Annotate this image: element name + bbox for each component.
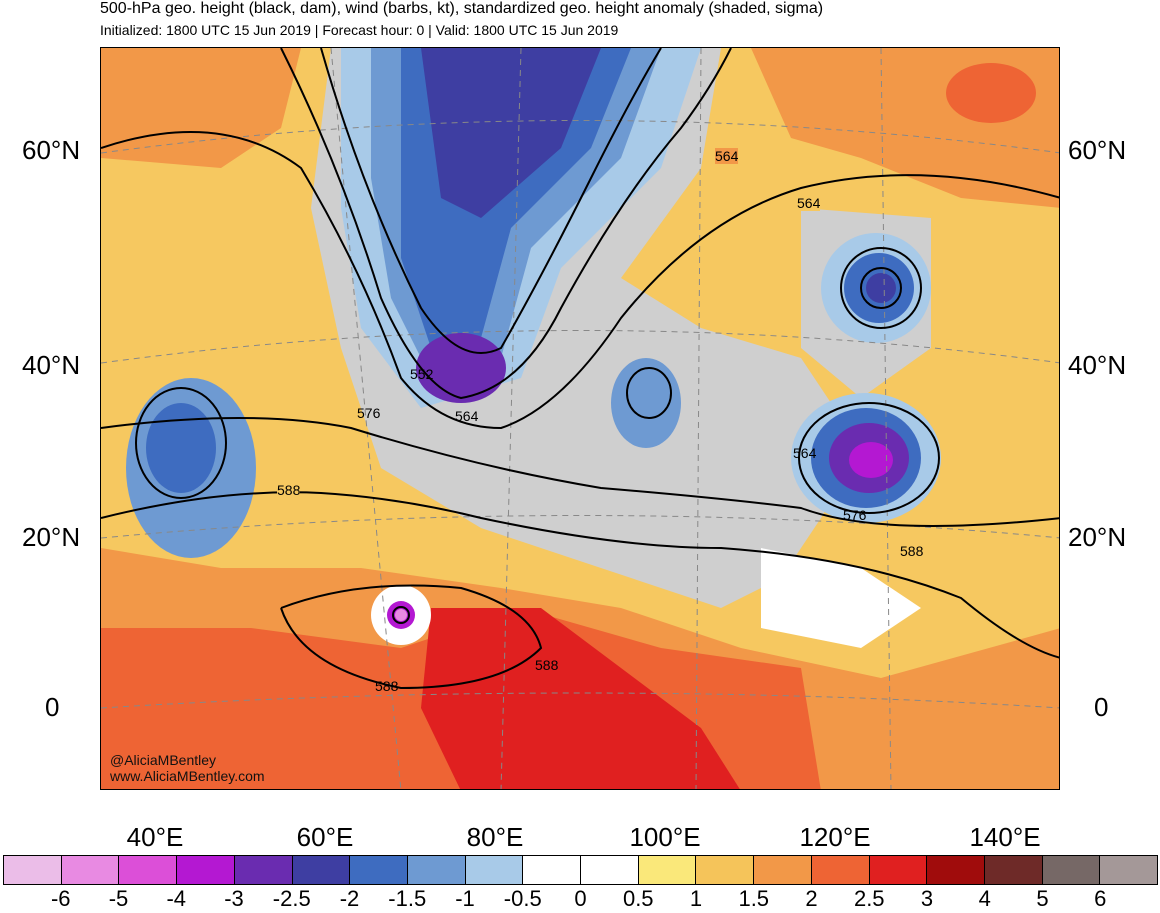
anomaly-east-max bbox=[946, 63, 1036, 123]
colorbar-segment bbox=[696, 856, 755, 884]
lon-label-100e: 100°E bbox=[629, 822, 701, 852]
colorbar-segment bbox=[350, 856, 408, 884]
map-title: 500-hPa geo. height (black, dam), wind (… bbox=[100, 0, 824, 17]
anomaly-tibet-low bbox=[611, 358, 681, 448]
contour-label: 576 bbox=[843, 507, 867, 523]
anomaly-east-low-center bbox=[866, 273, 896, 303]
colorbar-segment bbox=[1042, 856, 1101, 884]
contour-label: 588 bbox=[277, 482, 301, 498]
colorbar-tick-label: -2 bbox=[339, 886, 360, 911]
colorbar-tick-label: 1 bbox=[689, 886, 703, 911]
graticule bbox=[101, 48, 1059, 789]
colorbar-tick-label: -1 bbox=[455, 886, 475, 911]
lat-label-20n-right: 20°N bbox=[1068, 522, 1127, 552]
anomaly-bay-strong bbox=[421, 608, 740, 789]
colorbar-segment bbox=[119, 856, 178, 884]
colorbar-tick-label: -2.5 bbox=[272, 886, 311, 911]
map-canvas bbox=[101, 48, 1059, 789]
colorbar-segment bbox=[811, 856, 870, 884]
colorbar-tick-label: -1.5 bbox=[388, 886, 427, 911]
map-subtitle: Initialized: 1800 UTC 15 Jun 2019 | Fore… bbox=[100, 22, 619, 38]
colorbar-tick-label: 5 bbox=[1036, 886, 1049, 911]
lat-label-40n-right: 40°N bbox=[1068, 350, 1127, 380]
colorbar-segment bbox=[61, 856, 120, 884]
anomaly-cyclone-eye bbox=[395, 609, 407, 621]
colorbar-segment bbox=[869, 856, 928, 884]
anomaly-trough-deep bbox=[421, 48, 601, 218]
lat-label-60n-right: 60°N bbox=[1068, 135, 1127, 165]
colorbar-segment bbox=[407, 856, 466, 884]
colorbar-segment bbox=[523, 856, 582, 884]
colorbar-tick-label: 3 bbox=[920, 886, 934, 911]
colorbar-tick-label: 2.5 bbox=[853, 886, 885, 911]
colorbar-segment bbox=[292, 856, 351, 884]
height-contours bbox=[101, 48, 1059, 690]
lon-label-140e: 140°E bbox=[969, 822, 1041, 852]
colorbar-tick-label: -0.5 bbox=[503, 886, 542, 911]
contour-label: 576 bbox=[357, 405, 381, 421]
lon-label-60e: 60°E bbox=[296, 822, 354, 852]
contour-label: 588 bbox=[535, 657, 559, 673]
colorbar-segment bbox=[638, 856, 697, 884]
anomaly-arabia-core bbox=[146, 403, 216, 493]
colorbar-segment bbox=[984, 856, 1043, 884]
anomaly-near-zero bbox=[761, 548, 921, 648]
lon-label-80e: 80°E bbox=[466, 822, 524, 852]
colorbar-segment bbox=[177, 856, 235, 884]
contour-label: 588 bbox=[375, 678, 399, 694]
lat-label-40n-left: 40°N bbox=[22, 350, 81, 380]
colorbar-tick-label: -4 bbox=[166, 886, 187, 911]
colorbar-tick-label: -3 bbox=[224, 886, 244, 911]
colorbar-tick-label: -6 bbox=[50, 886, 71, 911]
colorbar-tick-label: 0.5 bbox=[622, 886, 654, 911]
contour-label: 588 bbox=[900, 543, 924, 559]
lon-label-120e: 120°E bbox=[799, 822, 871, 852]
contour-label: 564 bbox=[797, 195, 821, 211]
colorbar bbox=[3, 855, 1158, 885]
map-panel bbox=[100, 47, 1060, 790]
colorbar-segment bbox=[4, 856, 62, 884]
colorbar-tick-label: 0 bbox=[574, 886, 587, 911]
colorbar-segment bbox=[581, 856, 639, 884]
colorbar-segment bbox=[234, 856, 293, 884]
contour-label: 564 bbox=[455, 408, 479, 424]
colorbar-segment bbox=[927, 856, 985, 884]
contour-label: 564 bbox=[715, 148, 739, 164]
credit-handle: @AliciaMBentley bbox=[110, 752, 217, 768]
lat-label-60n-left: 60°N bbox=[22, 135, 81, 165]
colorbar-segment bbox=[754, 856, 812, 884]
colorbar-tick-label: -5 bbox=[108, 886, 129, 911]
contour-label: 564 bbox=[793, 445, 817, 461]
colorbar-segment bbox=[465, 856, 524, 884]
credit-site: www.AliciaMBentley.com bbox=[110, 768, 265, 784]
lat-label-0-left: 0 bbox=[45, 692, 60, 722]
lat-label-20n-left: 20°N bbox=[22, 522, 81, 552]
lon-label-40e: 40°E bbox=[126, 822, 184, 852]
anomaly-south-low-center bbox=[849, 442, 893, 478]
lat-label-0-right: 0 bbox=[1094, 692, 1109, 722]
colorbar-segment bbox=[1100, 856, 1158, 884]
colorbar-tick-label: 4 bbox=[978, 886, 991, 911]
colorbar-tick-label: 1.5 bbox=[738, 886, 770, 911]
colorbar-tick-label: 2 bbox=[805, 886, 818, 911]
contour-label: 552 bbox=[410, 366, 434, 382]
colorbar-tick-label: 6 bbox=[1094, 886, 1107, 911]
anomaly-europe-positive bbox=[101, 48, 301, 168]
